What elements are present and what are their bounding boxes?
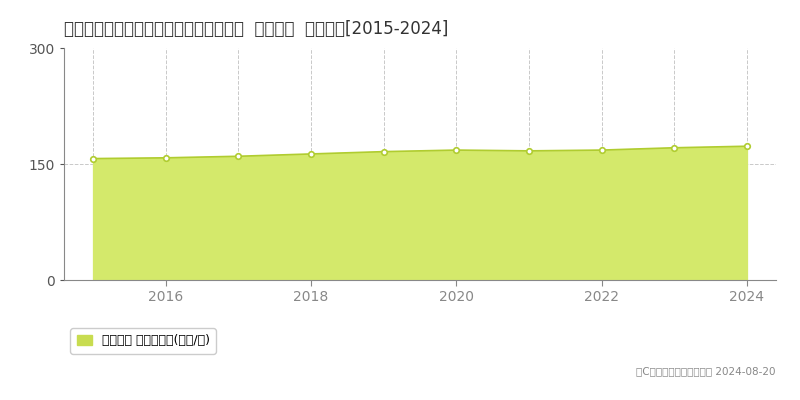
Text: 東京都杉並区久我山５丁目２８３番７外  地価公示  地価推移[2015-2024]: 東京都杉並区久我山５丁目２８３番７外 地価公示 地価推移[2015-2024] xyxy=(64,20,448,38)
Text: （C）土地価格ドットコム 2024-08-20: （C）土地価格ドットコム 2024-08-20 xyxy=(637,366,776,376)
Legend: 地価公示 平均嵪単価(万円/嵪): 地価公示 平均嵪単価(万円/嵪) xyxy=(70,328,216,354)
